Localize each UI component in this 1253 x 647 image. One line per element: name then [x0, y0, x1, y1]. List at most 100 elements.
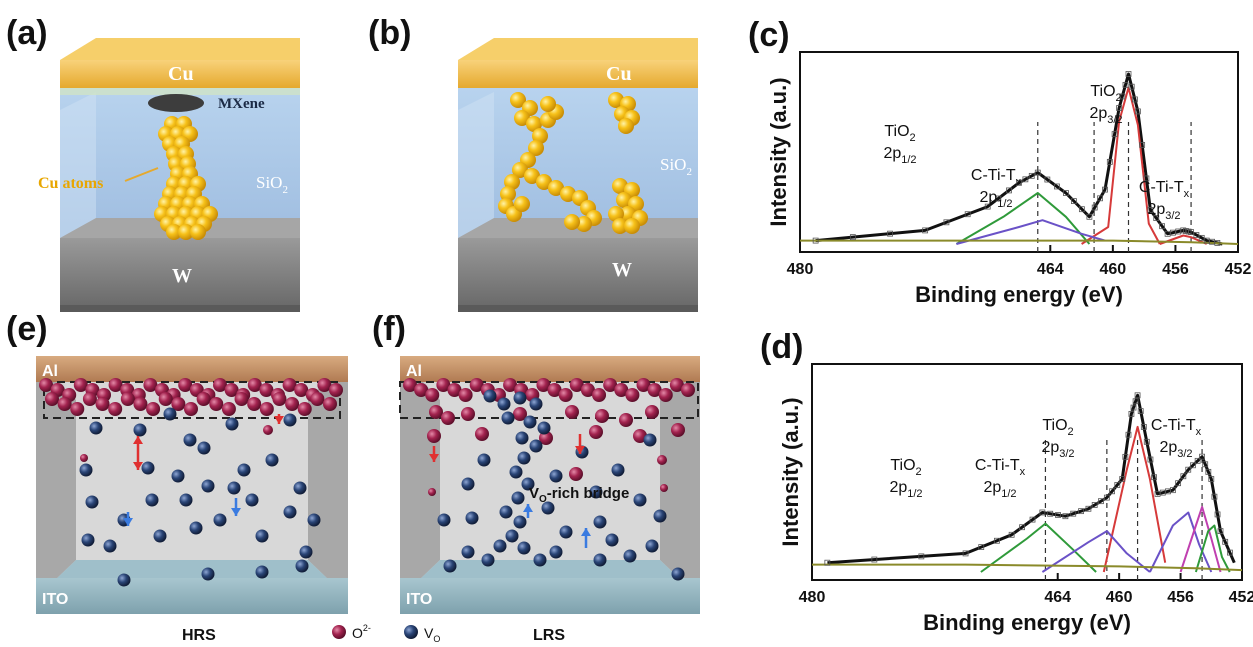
x-tick-label: 452 — [1229, 589, 1253, 606]
o-ion — [184, 402, 198, 416]
data-point — [1147, 207, 1154, 213]
cu-atom — [528, 140, 544, 156]
oxygen-vacancy — [81, 533, 95, 547]
data-point — [978, 544, 985, 550]
oxygen-vacancy — [461, 477, 475, 491]
oxygen-vacancy — [513, 515, 527, 529]
oxygen-vacancy — [201, 479, 215, 493]
data-point — [1214, 511, 1221, 518]
data-point — [1039, 509, 1046, 516]
oxygen-vacancy — [605, 533, 619, 547]
data-point — [1153, 215, 1160, 221]
data-point — [918, 553, 925, 560]
data-point — [1119, 93, 1126, 100]
data-point — [1055, 512, 1061, 518]
data-point — [1214, 240, 1221, 246]
data-point — [1140, 424, 1147, 430]
data-point — [1125, 431, 1132, 438]
data-point — [1097, 195, 1103, 202]
data-point — [1122, 453, 1129, 460]
ito-electrode — [400, 578, 700, 614]
oxygen-vacancy — [593, 553, 607, 567]
ito-label-e: ITO — [42, 591, 68, 608]
oxygen-vacancy — [213, 513, 227, 527]
oxygen-vacancy — [283, 505, 297, 519]
oxygen-vacancy — [225, 417, 239, 431]
xps-chart-d: 480 464 460 456 452 Binding energy (eV) Intens… — [760, 328, 1253, 635]
o-ion — [681, 383, 695, 397]
oxygen-vacancy — [145, 493, 159, 507]
oxygen-vacancy — [541, 501, 555, 515]
oxygen-vacancy — [633, 493, 647, 507]
oxygen-vacancy — [671, 567, 685, 581]
panel-a: (a) MXene Cu atoms SiO2 Cu W — [6, 14, 300, 312]
o-ion — [259, 383, 274, 397]
oxygen-vacancy — [477, 453, 491, 467]
o-ion — [595, 409, 609, 423]
o-ion — [436, 378, 451, 392]
oxygen-vacancy — [443, 559, 457, 573]
data-point — [824, 559, 831, 566]
legend-o-ion-label: O2- — [352, 623, 371, 641]
data-point — [1134, 392, 1141, 399]
data-point — [1208, 476, 1215, 482]
oxygen-vacancy — [189, 521, 203, 535]
data-point — [1134, 108, 1141, 115]
data-point — [1008, 531, 1015, 538]
oxygen-vacancy — [549, 545, 563, 559]
o-ion — [669, 378, 684, 392]
oxygen-vacancy — [509, 465, 523, 479]
al-label-f: Al — [406, 363, 422, 380]
oxygen-vacancy — [255, 565, 269, 579]
oxygen-vacancy — [589, 485, 603, 499]
cu-atom — [612, 218, 628, 234]
o-ion — [294, 383, 309, 397]
o-ion — [221, 402, 236, 416]
o-ion — [458, 388, 473, 402]
data-point — [871, 556, 878, 563]
peak-label-orbital: 2p3/2 — [1147, 201, 1180, 222]
o-ion — [547, 383, 562, 397]
arrow-head — [581, 528, 591, 536]
cu-atoms-label: Cu atoms — [38, 175, 103, 192]
x-tick-label: 452 — [1225, 261, 1252, 278]
oxygen-vacancy — [521, 477, 535, 491]
peak-label: C-Ti-Tx — [971, 167, 1022, 188]
particles-e — [39, 378, 343, 587]
data-point — [1022, 176, 1029, 183]
panel-label: (d) — [760, 328, 803, 366]
cu-electrode-top — [458, 38, 698, 60]
panel-b: (b) SiO2 Cu W — [368, 14, 698, 312]
o-ion — [625, 388, 640, 402]
data-point — [1151, 474, 1157, 481]
mxene-flake — [148, 94, 204, 112]
peak-label-orbital: 2p1/2 — [883, 145, 916, 166]
o-ion — [475, 427, 489, 441]
o-ion — [143, 378, 158, 392]
oxygen-vacancy — [505, 529, 519, 543]
o-ion — [209, 397, 224, 411]
oxygen-vacancy — [465, 511, 479, 525]
data-point — [1147, 456, 1154, 463]
oxygen-vacancy — [645, 539, 659, 553]
o-ion — [196, 392, 211, 406]
o-ion — [429, 405, 443, 419]
arrows-f — [429, 434, 591, 548]
xps-chart-c: 480 464 460 456 452 Binding energy (eV) Intens… — [748, 16, 1251, 307]
cu-atoms-pointer — [124, 167, 159, 182]
data-point — [1078, 206, 1085, 213]
oxygen-vacancy — [511, 491, 525, 505]
arrow-head — [123, 518, 133, 526]
al-electrode — [400, 356, 700, 382]
data-point — [1202, 461, 1209, 468]
o-ion — [73, 378, 88, 392]
o-ion — [614, 383, 629, 397]
cu-atom — [618, 118, 634, 134]
data-point — [1139, 142, 1146, 148]
fit-envelope — [827, 393, 1236, 565]
data-point — [1098, 498, 1104, 505]
o-ion — [447, 383, 462, 397]
o-ion — [70, 402, 85, 416]
data-point — [1125, 71, 1132, 77]
y-axis-label: Intensity (a.u.) — [766, 77, 791, 226]
